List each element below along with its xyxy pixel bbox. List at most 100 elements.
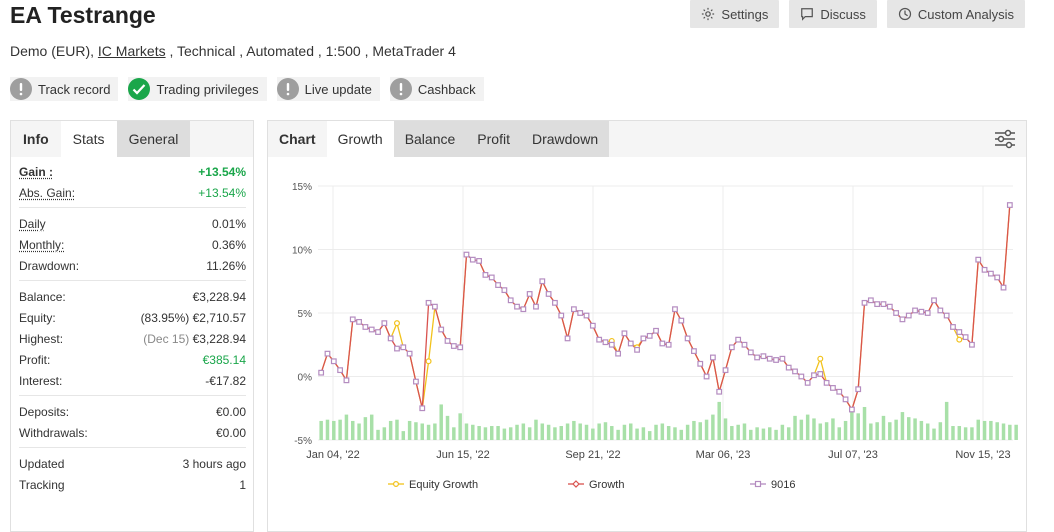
stat-value: (83.95%) €2,710.57 xyxy=(141,311,246,325)
custom-analysis-button[interactable]: Custom Analysis xyxy=(886,0,1025,28)
tab-drawdown[interactable]: Drawdown xyxy=(520,121,610,157)
bar-9016 xyxy=(925,423,930,440)
exclamation-icon xyxy=(389,78,412,100)
growth-point xyxy=(931,297,937,304)
stats-list: Gain : +13.54% Abs. Gain: +13.54% Daily … xyxy=(11,157,253,495)
bar-9016 xyxy=(376,429,380,440)
tab-stats[interactable]: Stats xyxy=(60,121,117,157)
tab-growth[interactable]: Growth xyxy=(326,121,394,157)
growth-point xyxy=(691,348,697,355)
sliders-icon[interactable] xyxy=(994,129,1016,149)
bar-9016 xyxy=(982,420,987,440)
tab-profit[interactable]: Profit xyxy=(466,121,521,157)
live-update-badge[interactable]: Live update xyxy=(276,77,380,101)
growth-point xyxy=(539,278,546,285)
broker-link[interactable]: IC Markets xyxy=(97,43,166,59)
growth-point xyxy=(356,318,362,325)
trading-privileges-badge[interactable]: Trading privileges xyxy=(128,77,267,101)
growth-point xyxy=(375,329,381,335)
equity-point xyxy=(393,320,400,327)
chart-tabs: Chart Growth Balance Profit Drawdown xyxy=(268,121,1026,157)
bar-9016 xyxy=(388,420,393,440)
growth-point xyxy=(558,312,565,319)
x-tick-label: Mar 06, '23 xyxy=(696,449,751,461)
growth-point xyxy=(545,291,552,297)
growth-point xyxy=(608,341,615,348)
bar-9016 xyxy=(666,426,671,440)
bar-9016 xyxy=(344,414,349,440)
cashback-badge[interactable]: Cashback xyxy=(389,77,484,101)
divider xyxy=(19,447,246,448)
tab-info: Info xyxy=(11,121,61,157)
stat-label[interactable]: Abs. Gain: xyxy=(19,185,76,200)
legend-marker xyxy=(392,481,399,488)
discuss-button[interactable]: Discuss xyxy=(789,0,877,28)
growth-point xyxy=(779,355,786,362)
bar-9016 xyxy=(603,422,608,440)
growth-point xyxy=(709,354,716,361)
bar-9016 xyxy=(786,427,791,440)
bar-9016 xyxy=(439,404,443,440)
growth-point xyxy=(728,344,735,351)
bar-9016 xyxy=(565,423,570,440)
growth-point xyxy=(950,324,956,330)
track-record-badge[interactable]: Track record xyxy=(10,77,119,101)
stat-label: Withdrawals: xyxy=(19,425,88,440)
growth-point xyxy=(640,335,647,342)
x-tick-label: Jan 04, '22 xyxy=(306,449,359,461)
bar-9016 xyxy=(351,420,355,440)
growth-point xyxy=(438,326,445,333)
growth-point xyxy=(507,297,514,304)
bar-9016 xyxy=(452,427,456,440)
stat-value: 0.01% xyxy=(211,216,246,231)
stat-label[interactable]: Daily xyxy=(19,216,46,231)
live-update-label: Live update xyxy=(304,81,372,97)
bar-9016 xyxy=(812,418,816,440)
legend-marker xyxy=(572,480,580,488)
bar-9016 xyxy=(407,420,412,440)
bar-9016 xyxy=(938,422,943,440)
growth-chart[interactable]: 15% 10% 5% 0% -5% Jan 04, '22 Jun 15, '22 Sep 2… xyxy=(268,158,1026,530)
top-actions: Settings Discuss Custom Analysis xyxy=(690,0,1025,28)
bar-9016 xyxy=(527,427,532,440)
bar-9016 xyxy=(464,423,469,440)
stat-row-balance: Balance: €3,228.94 xyxy=(19,286,246,307)
x-tick-label: Sep 21, '22 xyxy=(565,449,620,461)
account-subtitle: Demo (EUR), IC Markets , Technical , Aut… xyxy=(10,43,456,59)
y-tick-label: 0% xyxy=(298,373,313,384)
growth-point xyxy=(969,341,975,348)
tab-chart-label: Chart xyxy=(279,131,316,147)
growth-point xyxy=(703,373,710,380)
stat-row-tracking: Tracking 1 xyxy=(19,474,246,495)
stat-label[interactable]: Monthly: xyxy=(19,237,65,252)
growth-point xyxy=(501,287,508,294)
bar-9016 xyxy=(913,418,917,440)
growth-point xyxy=(400,344,407,351)
bar-9016 xyxy=(761,428,766,440)
stat-row-profit: Profit: €385.14 xyxy=(19,349,246,370)
bar-9016 xyxy=(957,426,962,440)
stat-value: 0.36% xyxy=(211,237,246,252)
stat-label[interactable]: Gain : xyxy=(19,164,54,179)
bar-9016 xyxy=(1014,424,1018,440)
stat-value: +13.54% xyxy=(198,185,246,200)
tab-general[interactable]: General xyxy=(116,121,191,157)
growth-point xyxy=(362,324,369,330)
settings-button[interactable]: Settings xyxy=(690,0,780,28)
trading-privileges-label: Trading privileges xyxy=(156,81,259,97)
bar-9016 xyxy=(673,427,677,440)
growth-point xyxy=(987,270,994,277)
y-tick-label: -5% xyxy=(294,436,312,447)
bar-9016 xyxy=(970,427,974,440)
stat-label: Tracking xyxy=(19,477,65,492)
growth-point xyxy=(747,349,754,356)
bar-9016 xyxy=(357,423,361,440)
bar-9016 xyxy=(616,429,620,440)
growth-point xyxy=(476,258,483,264)
bar-9016 xyxy=(685,424,690,440)
growth-point xyxy=(754,354,761,361)
x-tick-label: Jun 15, '22 xyxy=(436,449,489,461)
check-icon xyxy=(128,78,151,100)
tab-balance[interactable]: Balance xyxy=(393,121,467,157)
y-tick-label: 5% xyxy=(298,309,313,320)
